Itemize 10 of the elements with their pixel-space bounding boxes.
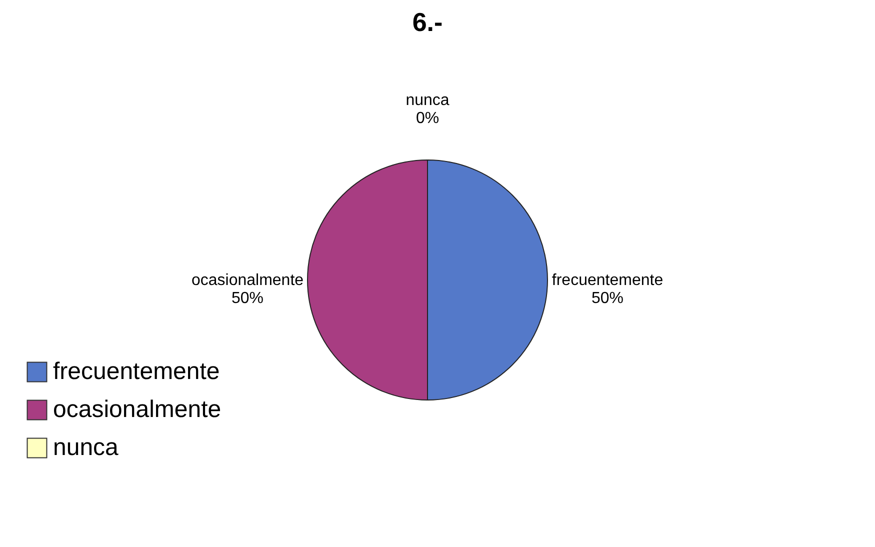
data-label: 50% <box>591 290 624 307</box>
text: 0% <box>416 110 440 127</box>
legend-label: nunca <box>53 434 120 461</box>
chart-title: 6.- <box>412 7 443 37</box>
data-label: 50% <box>231 290 264 307</box>
legend-label: ocasionalmente <box>53 396 222 423</box>
slice-label: ocasionalmente <box>191 272 304 289</box>
slice-label: frecuentemente <box>552 272 664 289</box>
legend-label: frecuentemente <box>53 358 220 385</box>
category-label: nunca <box>406 92 450 109</box>
